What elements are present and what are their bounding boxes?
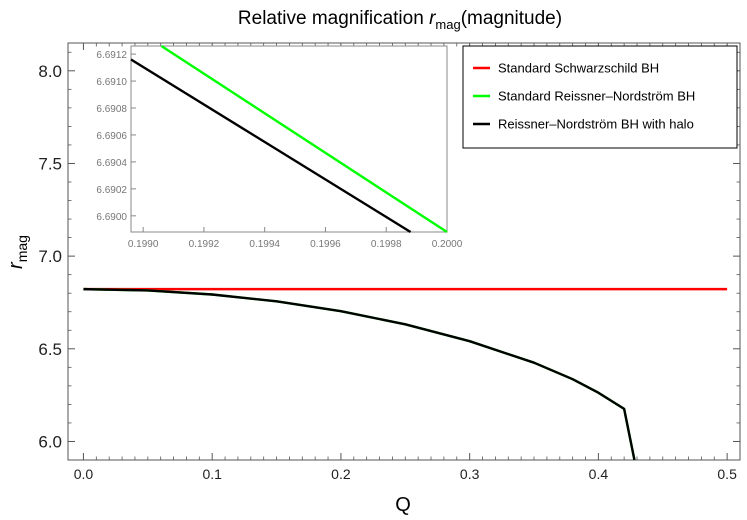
inset-x-tick-label: 0.2000 xyxy=(432,239,463,250)
inset-y-tick-label: 6.6912 xyxy=(96,50,127,61)
y-tick-label: 7.0 xyxy=(38,247,62,266)
chart-title: Relative magnification rmag(magnitude) xyxy=(238,8,562,32)
main-series xyxy=(83,287,728,461)
inset-x-tick-label: 0.1990 xyxy=(128,239,159,250)
inset-x-tick-label: 0.1992 xyxy=(189,239,220,250)
inset-y-tick-label: 6.6908 xyxy=(96,104,127,115)
main-ticks: 0.0 0.1 0.2 0.3 0.4 0.5 6.0 6.5 7.0 7.5 8.0 xyxy=(38,43,740,482)
x-tick-label: 0.4 xyxy=(589,466,609,482)
legend-label-2: Reissner–Nordström BH with halo xyxy=(498,117,694,132)
series-line-2 xyxy=(83,287,636,461)
inset-ticks: 0.1990 0.1992 0.1994 0.1996 0.1998 0.2000 6.69… xyxy=(96,50,462,250)
legend-box xyxy=(462,45,738,149)
inset-y-tick-label: 6.6902 xyxy=(96,185,127,196)
x-tick-label: 0.5 xyxy=(717,466,737,482)
inset-x-tick-label: 0.1998 xyxy=(371,239,402,250)
x-tick-label: 0.3 xyxy=(460,466,480,482)
y-tick-label: 8.0 xyxy=(38,62,62,81)
inset-x-tick-label: 0.1996 xyxy=(310,239,341,250)
inset-y-tick-label: 6.6900 xyxy=(96,212,127,223)
y-axis-label-symbol: r xyxy=(5,261,27,269)
inset-y-tick-label: 6.6904 xyxy=(96,158,127,169)
y-tick-label: 6.5 xyxy=(38,340,62,359)
legend: Standard Schwarzschild BH Standard Reissn… xyxy=(473,61,695,132)
x-tick-label: 0.0 xyxy=(74,466,94,482)
inset-series-line-0 xyxy=(160,44,448,234)
chart-title-prefix: Relative magnification xyxy=(238,8,429,29)
inset-y-tick-label: 6.6906 xyxy=(96,131,127,142)
legend-label-0: Standard Schwarzschild BH xyxy=(498,61,659,76)
y-tick-label: 6.0 xyxy=(38,432,62,451)
legend-label-1: Standard Reissner–Nordström BH xyxy=(498,89,695,104)
plot-frame xyxy=(67,42,741,461)
inset-frame xyxy=(130,45,448,233)
chart-title-symbol: r xyxy=(429,8,436,29)
x-tick-label: 0.2 xyxy=(331,466,351,482)
inset-x-tick-label: 0.1994 xyxy=(249,239,280,250)
inset-series xyxy=(130,44,448,234)
inset-y-tick-label: 6.6910 xyxy=(96,77,127,88)
x-tick-label: 0.1 xyxy=(202,466,222,482)
inset-series-line-1 xyxy=(130,58,412,234)
chart-title-suffix: (magnitude) xyxy=(461,8,562,29)
y-axis-label: rmag xyxy=(5,235,30,269)
y-axis-label-subscript: mag xyxy=(14,235,30,262)
y-tick-label: 7.5 xyxy=(38,154,62,173)
x-axis-label: Q xyxy=(395,494,411,516)
chart-title-subscript: mag xyxy=(435,17,460,32)
